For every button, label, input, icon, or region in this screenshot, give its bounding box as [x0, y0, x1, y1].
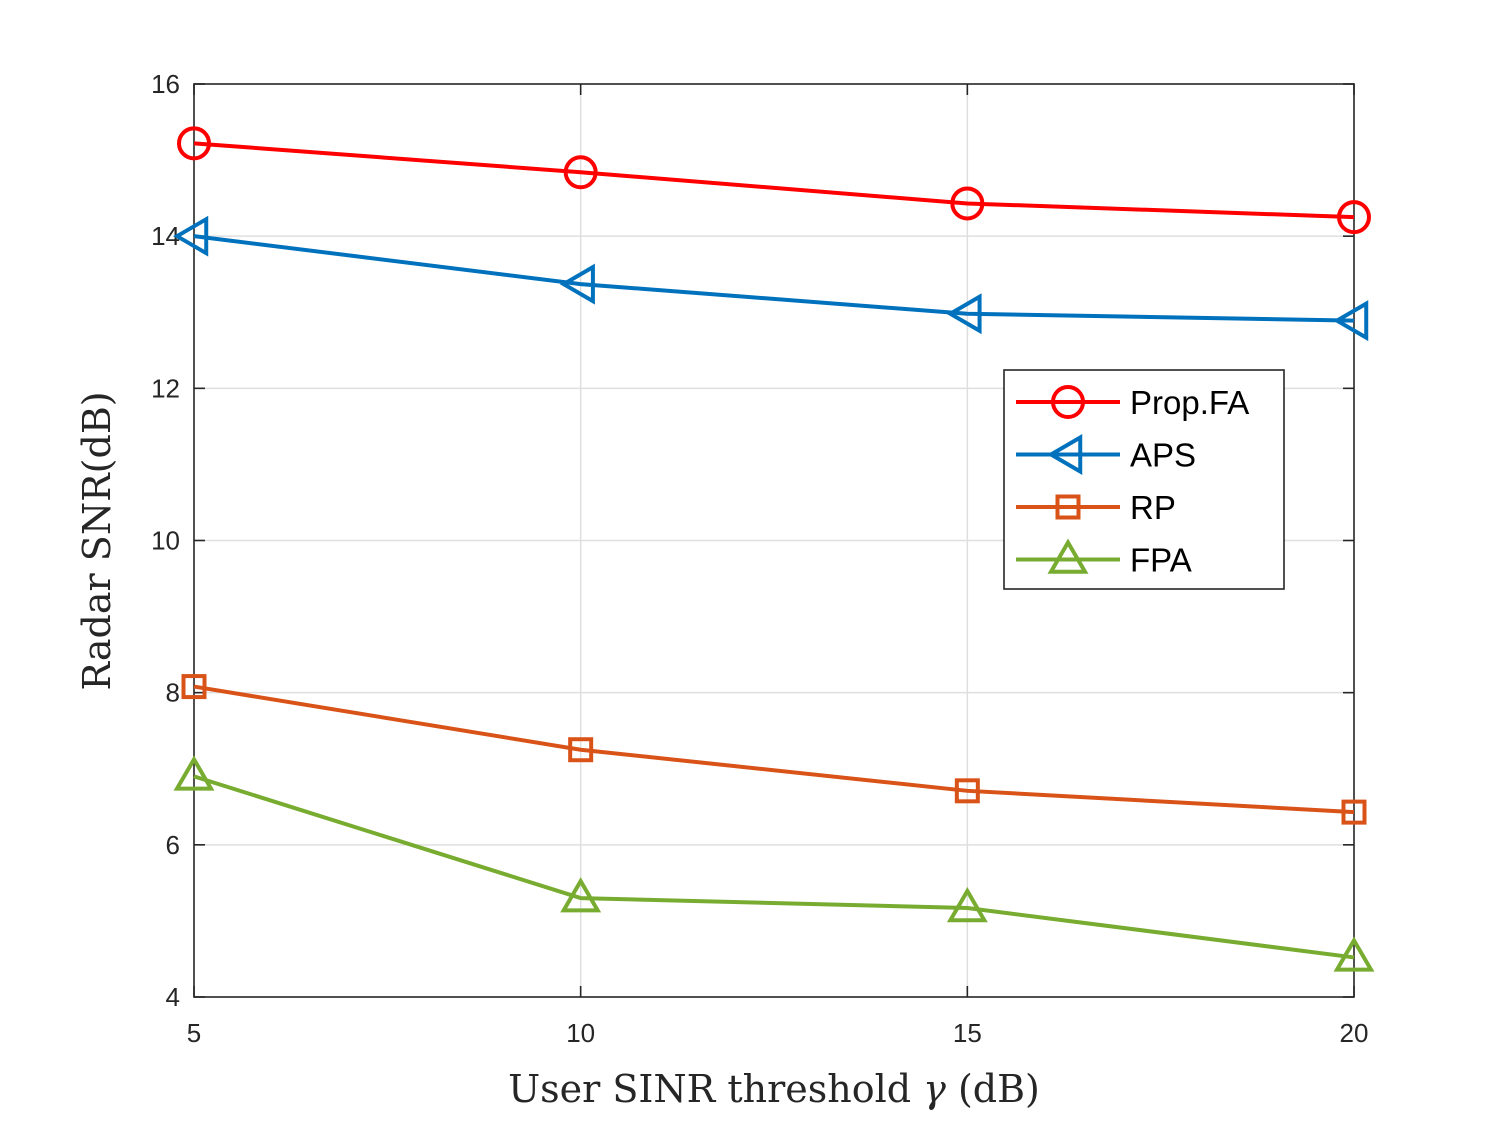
data-point-prop-fa: [1337, 200, 1371, 235]
data-point-rp: [568, 737, 594, 763]
series-prop-fa: [177, 126, 1371, 235]
y-tick-label: 6: [166, 830, 180, 860]
legend-marker: [1047, 538, 1089, 574]
data-point-aps: [559, 263, 595, 305]
data-point-aps: [1333, 300, 1369, 342]
x-tick-label: 10: [566, 1018, 595, 1048]
data-point-aps: [946, 293, 982, 335]
series-line-prop-fa: [193, 141, 1355, 220]
y-axis-label: Radar SNR(dB): [75, 391, 119, 690]
x-tick-label: 5: [187, 1018, 201, 1048]
data-point-fpa: [1333, 936, 1375, 972]
series-lines: [173, 126, 1375, 972]
data-point-aps: [173, 215, 209, 257]
legend-item-fpa: FPA: [1016, 538, 1192, 579]
series-line-rp: [193, 684, 1355, 815]
legend-item-rp: RP: [1016, 489, 1176, 526]
x-axis-label-unit: (dB): [958, 1067, 1040, 1111]
legend-marker: [1047, 434, 1083, 475]
x-axis-label: User SINR threshold γ (dB): [508, 1067, 1040, 1111]
data-point-rp: [954, 778, 980, 804]
x-axis-label-symbol: γ: [923, 1067, 946, 1111]
legend-marker: [1051, 385, 1085, 419]
series-fpa: [173, 755, 1375, 972]
data-point-fpa: [946, 887, 988, 923]
legend-marker: [1055, 494, 1081, 520]
y-tick-label: 12: [151, 373, 180, 403]
data-point-fpa: [173, 755, 215, 791]
y-tick-label: 4: [166, 982, 180, 1012]
legend-item-prop-fa: Prop.FA: [1016, 384, 1249, 421]
y-tick-label: 8: [166, 678, 180, 708]
x-tick-label: 20: [1340, 1018, 1369, 1048]
x-tick-label: 15: [953, 1018, 982, 1048]
data-point-prop-fa: [563, 155, 598, 190]
grid: [194, 84, 1354, 997]
data-point-prop-fa: [177, 126, 211, 161]
data-point-prop-fa: [950, 186, 985, 221]
data-point-rp: [1341, 799, 1367, 825]
legend-label: RP: [1130, 489, 1176, 526]
data-point-fpa: [560, 877, 602, 913]
y-tick-label: 10: [151, 526, 180, 556]
series-rp: [181, 674, 1367, 825]
data-point-rp: [181, 674, 207, 700]
legend-item-aps: APS: [1016, 434, 1196, 475]
legend-label: APS: [1130, 437, 1196, 474]
x-axis-label-text: User SINR threshold: [508, 1067, 911, 1111]
legend: Prop.FA APS RP FPA: [1003, 369, 1285, 590]
legend-label: Prop.FA: [1130, 384, 1249, 421]
series-line-fpa: [193, 774, 1355, 960]
series-aps: [173, 215, 1369, 342]
series-line-aps: [193, 234, 1355, 323]
legend-box: [1003, 369, 1285, 590]
legend-label: FPA: [1130, 542, 1192, 579]
y-tick-label: 16: [151, 69, 180, 99]
